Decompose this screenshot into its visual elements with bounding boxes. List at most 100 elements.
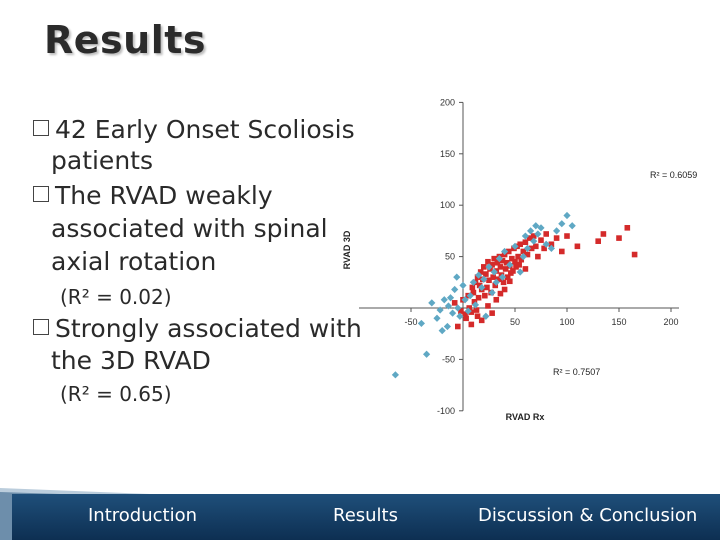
data-point-series-1: [504, 274, 511, 280]
data-point-series-2: [547, 244, 555, 252]
data-point-series-1: [463, 315, 469, 322]
data-point-series-2: [438, 327, 446, 335]
data-point-series-1: [486, 277, 492, 284]
data-point-series-2: [523, 244, 532, 252]
data-point-series-1: [489, 262, 495, 268]
data-point-series-1: [483, 271, 489, 277]
nav-results-link[interactable]: Results: [333, 505, 398, 526]
data-point-series-2: [466, 292, 474, 300]
x-tick-label: 50: [510, 317, 520, 327]
bullet-box-icon: [33, 120, 49, 136]
data-point-series-1: [513, 264, 519, 270]
data-point-series-1: [509, 255, 515, 262]
y-tick-label: -50: [442, 354, 455, 364]
bullet-2-subtext: (R² = 0.02): [60, 285, 172, 309]
data-point-series-2: [521, 232, 529, 240]
data-point-series-1: [466, 305, 473, 311]
data-point-series-2: [471, 301, 480, 309]
data-point-series-1: [481, 264, 487, 270]
data-point-series-1: [469, 284, 476, 291]
bullet-2-line-3: axial rotation: [51, 247, 217, 276]
data-point-series-1: [510, 268, 516, 274]
bullet-3-line-2: the 3D RVAD: [51, 346, 211, 375]
data-point-series-1: [502, 266, 509, 272]
bullet-3-subtext: (R² = 0.65): [60, 382, 172, 406]
data-point-series-1: [458, 308, 464, 314]
x-axis-label: RVAD Rx: [506, 412, 545, 422]
data-point-series-1: [520, 248, 527, 255]
bullet-1-line-1: 42 Early Onset Scoliosis: [55, 115, 355, 144]
data-point-series-1: [489, 310, 495, 316]
data-point-series-2: [480, 275, 488, 283]
data-point-series-1: [516, 262, 522, 268]
data-point-series-1: [538, 237, 544, 243]
bullet-1: 42 Early Onset Scoliosis: [33, 114, 355, 146]
y-tick-label: 200: [440, 97, 455, 107]
x-tick-label: 100: [559, 317, 574, 327]
data-point-series-2: [527, 227, 535, 235]
data-point-series-2: [530, 237, 538, 245]
data-point-series-1: [526, 235, 533, 241]
data-point-series-2: [542, 240, 550, 248]
data-point-series-1: [462, 311, 468, 317]
bullet-box-icon: [33, 319, 49, 335]
y-tick-label: 50: [445, 252, 455, 262]
nav-discussion-conclusion-link[interactable]: Discussion & Conclusion: [478, 505, 698, 526]
data-point-series-2: [436, 306, 444, 314]
data-point-series-1: [564, 233, 570, 239]
data-point-series-1: [485, 258, 491, 265]
data-point-series-1: [482, 292, 488, 299]
data-point-series-1: [468, 321, 475, 328]
bullet-box-icon: [33, 186, 49, 202]
data-point-series-1: [624, 225, 631, 231]
data-point-series-2: [391, 371, 399, 379]
data-point-series-1: [574, 243, 581, 250]
data-point-series-1: [478, 317, 485, 324]
data-point-series-2: [501, 247, 509, 256]
data-point-series-1: [492, 282, 499, 289]
data-point-series-1: [505, 248, 512, 255]
bullet-3: Strongly associated with: [33, 313, 362, 345]
data-point-series-1: [517, 241, 523, 248]
data-point-series-1: [490, 274, 496, 280]
data-point-series-2: [532, 222, 540, 230]
data-point-series-1: [499, 257, 506, 264]
y-tick-label: 150: [440, 149, 455, 159]
data-point-series-1: [497, 264, 504, 270]
data-point-series-1: [500, 279, 507, 286]
x-tick-label: -50: [404, 317, 417, 327]
data-point-series-1: [548, 241, 555, 248]
chart-points: [391, 211, 638, 379]
slide-title: Results: [44, 18, 207, 62]
data-point-series-1: [543, 231, 549, 237]
data-point-series-2: [516, 268, 524, 276]
data-point-series-1: [522, 239, 529, 246]
bullet-3-line-1: Strongly associated with: [55, 314, 362, 343]
data-point-series-2: [478, 283, 486, 292]
bullet-1-line-2: patients: [51, 146, 153, 175]
x-tick-label: 200: [663, 317, 678, 327]
y-tick-label: -100: [437, 406, 455, 416]
data-point-series-2: [423, 350, 431, 358]
data-point-series-1: [497, 290, 504, 297]
data-point-series-2: [506, 261, 514, 269]
data-point-series-1: [559, 248, 565, 255]
bullet-2: The RVAD weakly: [33, 180, 273, 212]
nav-introduction-link[interactable]: Introduction: [88, 505, 198, 526]
data-point-series-1: [451, 300, 458, 306]
data-point-series-1: [495, 276, 502, 283]
data-point-series-1: [485, 303, 491, 309]
data-point-series-1: [535, 253, 541, 260]
data-point-series-2: [428, 299, 436, 307]
data-point-series-1: [503, 259, 510, 266]
data-point-series-2: [537, 224, 545, 232]
data-point-series-2: [454, 304, 462, 312]
data-point-series-1: [553, 235, 560, 241]
data-point-series-2: [488, 288, 496, 297]
data-point-series-1: [468, 309, 475, 315]
data-point-series-2: [563, 211, 571, 220]
r-squared-annotation-blue: R² = 0.7507: [553, 367, 600, 377]
data-point-series-2: [461, 296, 469, 304]
data-point-series-2: [492, 278, 500, 286]
bullet-2-line-2: associated with spinal: [51, 214, 328, 243]
